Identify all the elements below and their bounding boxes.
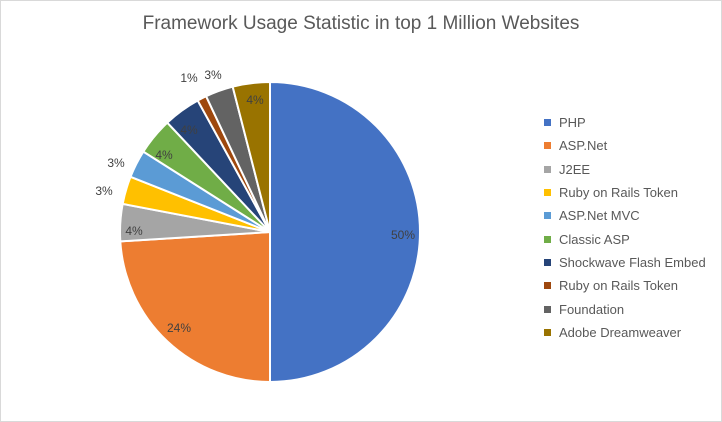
chart-title: Framework Usage Statistic in top 1 Milli… xyxy=(142,13,580,34)
data-label-7: 4% xyxy=(180,123,198,137)
legend-label: Adobe Dreamweaver xyxy=(559,324,682,340)
legend-label: ASP.Net xyxy=(559,138,608,154)
legend-item-10: Adobe Dreamweaver xyxy=(544,321,706,344)
legend-swatch xyxy=(544,189,551,197)
legend-item-4: Ruby on Rails Token xyxy=(544,181,706,204)
legend-item-5: ASP.Net MVC xyxy=(544,204,706,227)
data-label-9: 3% xyxy=(204,68,222,82)
legend-label: PHP xyxy=(559,115,586,131)
legend-swatch xyxy=(544,142,551,150)
data-label-1: 50% xyxy=(391,228,415,242)
data-label-8: 1% xyxy=(180,71,198,85)
legend: PHP ASP.Net J2EE Ruby on Rails Token ASP.Net… xyxy=(544,111,706,344)
legend-swatch xyxy=(544,212,551,220)
legend-label: ASP.Net MVC xyxy=(559,208,640,224)
data-label-3: 4% xyxy=(125,224,143,238)
legend-swatch xyxy=(544,165,551,173)
data-label-6: 4% xyxy=(155,148,173,162)
data-label-4: 3% xyxy=(95,184,113,198)
legend-label: J2EE xyxy=(559,161,591,177)
legend-swatch xyxy=(544,328,551,336)
pie-slice-1 xyxy=(269,80,421,384)
legend-item-7: Shockwave Flash Embed xyxy=(544,251,706,274)
legend-label: Shockwave Flash Embed xyxy=(559,254,706,270)
data-label-10: 4% xyxy=(246,93,264,107)
legend-item-2: ASP.Net xyxy=(544,134,706,157)
legend-item-8: Ruby on Rails Token xyxy=(544,274,706,297)
legend-item-3: J2EE xyxy=(544,158,706,181)
legend-item-1: PHP xyxy=(544,111,706,134)
legend-swatch xyxy=(544,305,551,313)
legend-swatch xyxy=(544,258,551,266)
pie-slice-10 xyxy=(231,80,271,233)
data-label-5: 3% xyxy=(107,156,125,170)
legend-label: Classic ASP xyxy=(559,231,630,247)
legend-item-9: Foundation xyxy=(544,297,706,320)
pie-slice-2 xyxy=(119,230,271,384)
legend-swatch xyxy=(544,282,551,290)
legend-swatch xyxy=(544,235,551,243)
legend-label: Ruby on Rails Token xyxy=(559,278,678,294)
data-label-2: 24% xyxy=(167,321,191,335)
legend-label: Ruby on Rails Token xyxy=(559,185,678,201)
legend-label: Foundation xyxy=(559,301,625,317)
legend-swatch xyxy=(544,119,551,127)
legend-item-6: Classic ASP xyxy=(544,227,706,250)
